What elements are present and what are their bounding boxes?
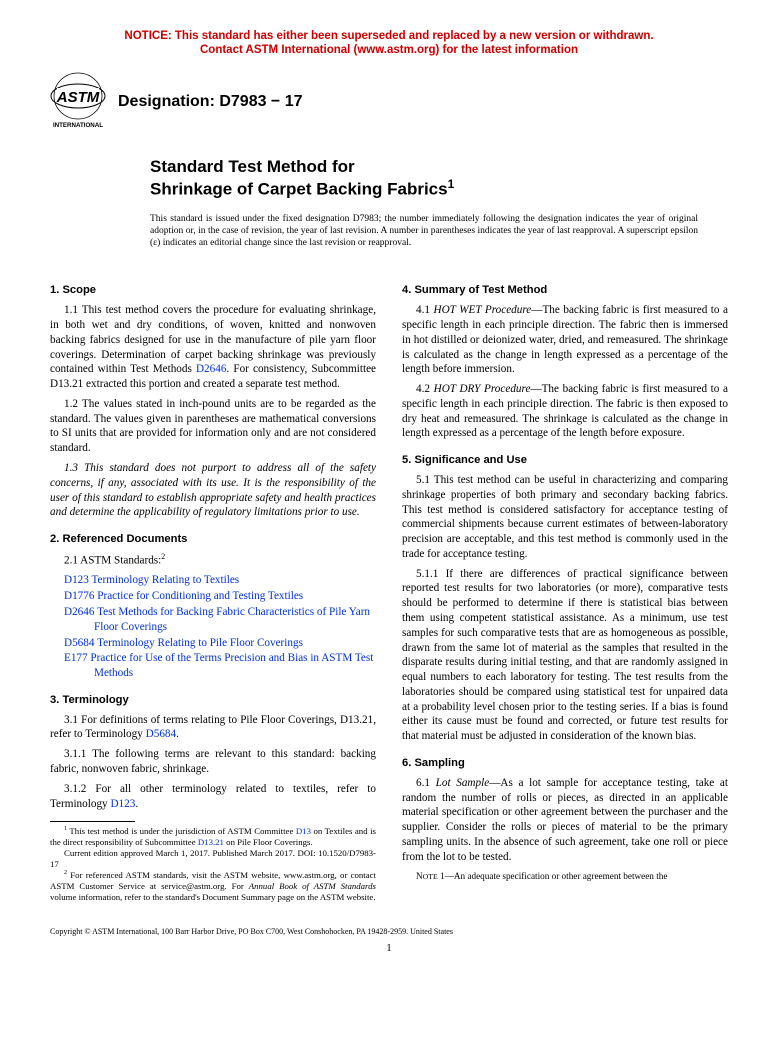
notice-line1: NOTICE: This standard has either been su…: [124, 30, 653, 42]
footnotes: 1 This test method is under the jurisdic…: [50, 826, 376, 903]
footnote-rule: [50, 821, 135, 822]
title-line2: Shrinkage of Carpet Backing Fabrics1: [150, 177, 728, 200]
link-e177[interactable]: E177: [64, 652, 88, 664]
para: 1.2 The values stated in inch-pound unit…: [50, 397, 376, 456]
para: 5.1.1 If there are differences of practi…: [402, 567, 728, 744]
link-d2646[interactable]: D2646: [196, 363, 226, 375]
para: 3.1 For definitions of terms relating to…: [50, 713, 376, 743]
link-d5684[interactable]: D5684: [64, 637, 94, 649]
link-d123[interactable]: D123: [64, 574, 89, 586]
para-safety: 1.3 This standard does not purport to ad…: [50, 461, 376, 520]
ref-item: D123 Terminology Relating to Textiles: [94, 573, 376, 588]
boilerplate-text: This standard is issued under the fixed …: [150, 214, 698, 250]
ref-item: D2646 Test Methods for Backing Fabric Ch…: [94, 605, 376, 635]
section-head-summary: 4. Summary of Test Method: [402, 283, 728, 298]
link-d123b[interactable]: D123: [110, 798, 135, 810]
link-d1776[interactable]: D1776: [64, 590, 94, 602]
designation-text: Designation: D7983 − 17: [118, 93, 303, 111]
column-left: 1. Scope 1.1 This test method covers the…: [50, 271, 376, 903]
link-d13[interactable]: D13: [296, 826, 311, 836]
reference-list: D123 Terminology Relating to Textiles D1…: [64, 573, 376, 680]
section-head-terminology: 3. Terminology: [50, 693, 376, 708]
para: 2.1 ASTM Standards:2: [50, 552, 376, 569]
body-columns: 1. Scope 1.1 This test method covers the…: [50, 271, 728, 903]
ref-item: D1776 Practice for Conditioning and Test…: [94, 589, 376, 604]
footnote-2: 2 For referenced ASTM standards, visit t…: [50, 870, 376, 903]
page-container: NOTICE: This standard has either been su…: [0, 0, 778, 974]
section-head-significance: 5. Significance and Use: [402, 453, 728, 468]
ref-item: D5684 Terminology Relating to Pile Floor…: [94, 636, 376, 651]
para: 4.2 HOT DRY Procedure—The backing fabric…: [402, 382, 728, 441]
copyright-text: Copyright © ASTM International, 100 Barr…: [50, 927, 728, 936]
title-block: Standard Test Method for Shrinkage of Ca…: [150, 156, 728, 200]
link-d2646b[interactable]: D2646: [64, 606, 94, 618]
para: 4.1 HOT WET Procedure—The backing fabric…: [402, 303, 728, 377]
para: 3.1.2 For all other terminology related …: [50, 782, 376, 812]
section-head-scope: 1. Scope: [50, 283, 376, 298]
title-line1: Standard Test Method for: [150, 156, 728, 177]
svg-text:INTERNATIONAL: INTERNATIONAL: [53, 122, 103, 129]
link-d1321[interactable]: D13.21: [198, 837, 224, 847]
astm-logo: ASTM INTERNATIONAL: [50, 72, 106, 132]
notice-banner: NOTICE: This standard has either been su…: [50, 30, 728, 58]
section-head-sampling: 6. Sampling: [402, 756, 728, 771]
svg-text:ASTM: ASTM: [56, 89, 100, 106]
column-right: 4. Summary of Test Method 4.1 HOT WET Pr…: [402, 271, 728, 903]
page-number: 1: [50, 942, 728, 954]
footnote-1b: Current edition approved March 1, 2017. …: [50, 848, 376, 870]
ref-item: E177 Practice for Use of the Terms Preci…: [94, 651, 376, 681]
link-d5684b[interactable]: D5684: [146, 728, 176, 740]
para: 5.1 This test method can be useful in ch…: [402, 473, 728, 562]
para: 1.1 This test method covers the procedur…: [50, 303, 376, 392]
header-row: ASTM INTERNATIONAL Designation: D7983 − …: [50, 72, 728, 132]
footnote-1: 1 This test method is under the jurisdic…: [50, 826, 376, 848]
para: 3.1.1 The following terms are relevant t…: [50, 747, 376, 777]
para: 6.1 Lot Sample—As a lot sample for accep…: [402, 776, 728, 865]
notice-line2: Contact ASTM International (www.astm.org…: [200, 44, 578, 56]
note: NOTE 1—An adequate specification or othe…: [402, 870, 728, 882]
section-head-refdocs: 2. Referenced Documents: [50, 532, 376, 547]
